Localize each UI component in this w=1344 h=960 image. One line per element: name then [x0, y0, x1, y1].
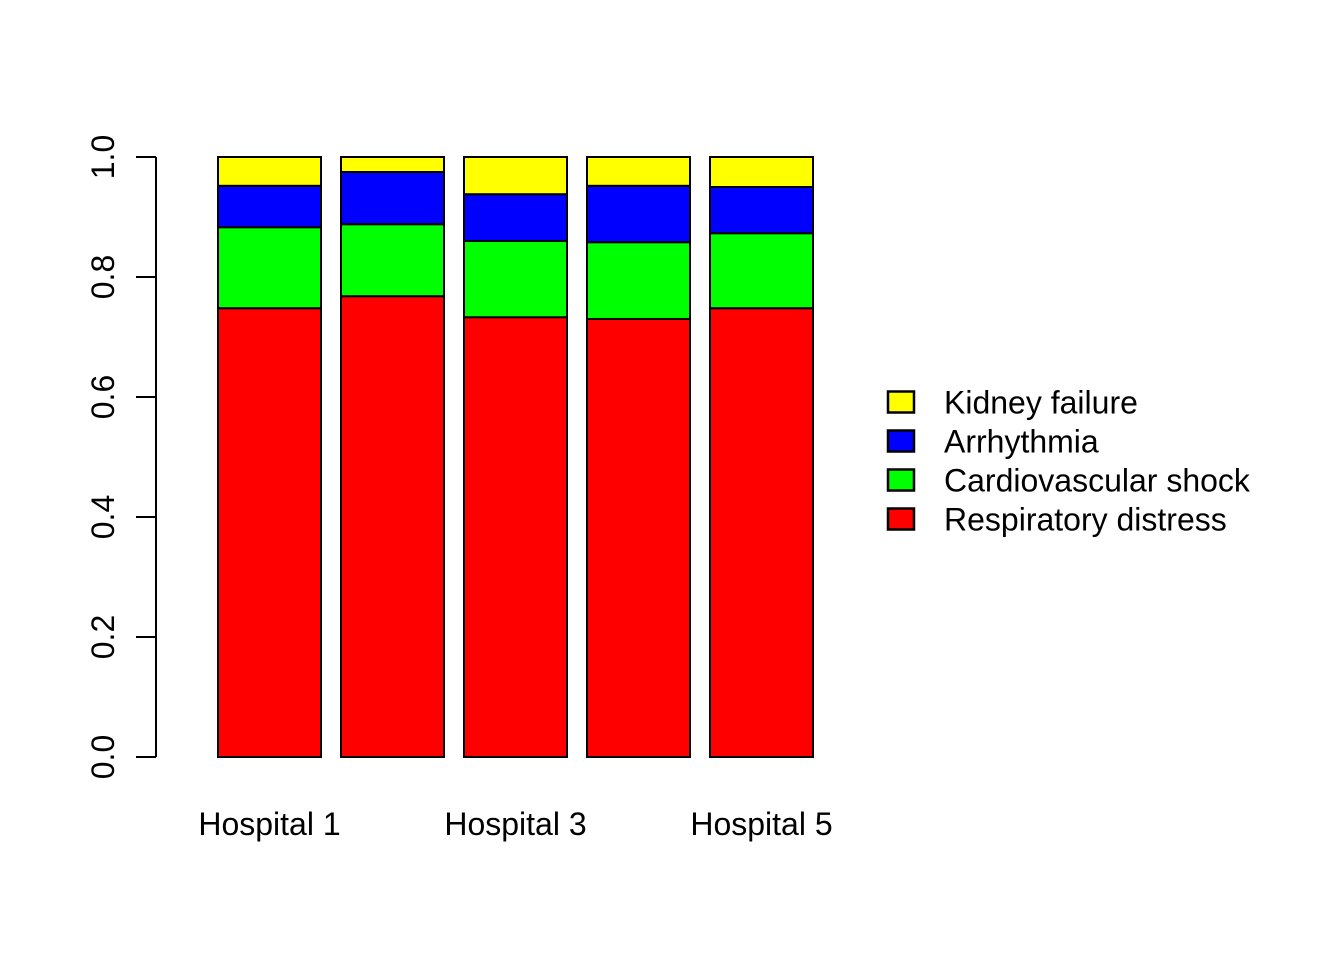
bar-3-segment-kidney-failure — [463, 156, 568, 196]
x-axis-label-hospital-1: Hospital 1 — [198, 806, 340, 842]
legend-label-respiratory-distress: Respiratory distress — [944, 502, 1227, 538]
y-tick-label: 0.6 — [85, 375, 121, 419]
bar-4-segment-kidney-failure — [586, 156, 691, 187]
bar-1-segment-respiratory-distress — [217, 307, 322, 758]
legend-swatch-arrhythmia — [886, 429, 916, 453]
bar-4-segment-respiratory-distress — [586, 318, 691, 758]
y-tick-label: 0.8 — [85, 255, 121, 299]
bar-2-segment-respiratory-distress — [340, 295, 445, 758]
bar-1-segment-cardiovascular-shock — [217, 226, 322, 310]
bar-4-segment-cardiovascular-shock — [586, 241, 691, 320]
legend-swatch-respiratory-distress — [886, 507, 916, 531]
legend-label-kidney-failure: Kidney failure — [944, 385, 1138, 421]
bar-4-segment-arrhythmia — [586, 184, 691, 244]
x-axis-label-hospital-5: Hospital 5 — [690, 806, 832, 842]
bars-group — [217, 156, 814, 758]
y-axis: 0.0 0.2 0.4 0.6 0.8 1.0 — [85, 135, 157, 779]
bar-1-segment-kidney-failure — [217, 156, 322, 187]
legend-swatch-cardiovascular-shock — [886, 468, 916, 492]
bar-2-segment-cardiovascular-shock — [340, 223, 445, 298]
bar-5-segment-respiratory-distress — [709, 307, 814, 758]
legend-label-cardiovascular-shock: Cardiovascular shock — [944, 463, 1251, 499]
x-axis-label-hospital-3: Hospital 3 — [444, 806, 586, 842]
bar-3-segment-cardiovascular-shock — [463, 240, 568, 319]
x-axis-labels: Hospital 1 Hospital 3 Hospital 5 — [198, 806, 832, 842]
bar-5-segment-arrhythmia — [709, 186, 814, 235]
legend-label-arrhythmia: Arrhythmia — [944, 424, 1099, 460]
y-tick-label: 0.2 — [85, 615, 121, 659]
bar-5-segment-cardiovascular-shock — [709, 232, 814, 310]
bar-5-segment-kidney-failure — [709, 156, 814, 188]
y-tick-label: 1.0 — [85, 135, 121, 179]
bar-1-segment-arrhythmia — [217, 184, 322, 229]
bar-2-segment-arrhythmia — [340, 171, 445, 226]
y-tick-label: 0.4 — [85, 495, 121, 539]
bar-3-segment-arrhythmia — [463, 193, 568, 242]
y-tick-label: 0.0 — [85, 735, 121, 779]
bar-3-segment-respiratory-distress — [463, 316, 568, 758]
bar-2-segment-kidney-failure — [340, 156, 445, 173]
legend-swatch-kidney-failure — [886, 390, 916, 414]
